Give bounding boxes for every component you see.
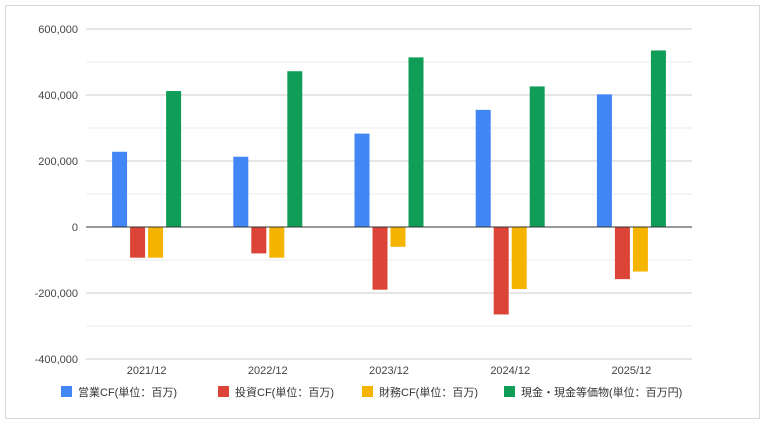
x-axis: 2021/12 2022/12 2023/12 2024/12 2025/12 [127,365,652,377]
legend-swatch [504,386,515,397]
bar-3-2024-12 [511,227,527,290]
bar-3-2021-12 [148,227,164,258]
x-tick-label: 2025/12 [612,365,652,377]
bar-3-2025-12 [632,227,648,272]
bar-1-2024-12 [475,109,491,227]
y-tick-label: 0 [72,222,78,234]
legend-swatch [218,386,229,397]
legend-swatch [61,386,72,397]
bar-4-2022-12 [287,71,303,228]
x-tick-label: 2023/12 [369,365,409,377]
legend-label: 財務CF(単位：百万) [379,385,478,399]
bar-3-2023-12 [390,227,406,247]
bar-2-2023-12 [372,227,388,290]
bar-1-2023-12 [354,133,370,227]
bar-4-2025-12 [650,50,666,228]
legend-label: 営業CF(単位：百万) [78,385,177,399]
bar-3-2022-12 [269,227,285,258]
y-tick-label: -200,000 [35,288,78,300]
legend: 営業CF(単位：百万) 投資CF(単位：百万) 財務CF(単位：百万) 現金・現金等価… [61,385,682,399]
bar-4-2023-12 [408,57,424,227]
legend-swatch [362,386,373,397]
y-tick-label: 200,000 [38,156,78,168]
bar-2-2021-12 [130,227,146,258]
chart-frame [5,5,760,419]
bar-4-2021-12 [166,91,182,227]
legend-label: 投資CF(単位：百万) [235,385,334,399]
bar-4-2024-12 [529,86,545,227]
bar-2-2025-12 [614,227,630,280]
bar-1-2022-12 [233,156,249,227]
x-tick-label: 2024/12 [490,365,530,377]
legend-label: 現金・現金等価物(単位：百万円) [521,385,682,399]
bar-2-2024-12 [493,227,509,315]
x-tick-label: 2021/12 [127,365,167,377]
bar-1-2025-12 [596,94,612,227]
y-tick-label: 600,000 [38,24,78,36]
bar-2-2022-12 [251,227,267,254]
y-axis: 600,000 400,000 200,000 0 -200,000 -400,000 [35,24,78,366]
bars [112,50,666,315]
gridlines [86,28,692,360]
y-tick-label: 400,000 [38,90,78,102]
bar-1-2021-12 [112,151,128,227]
x-tick-label: 2022/12 [248,365,288,377]
y-tick-label: -400,000 [35,354,78,366]
